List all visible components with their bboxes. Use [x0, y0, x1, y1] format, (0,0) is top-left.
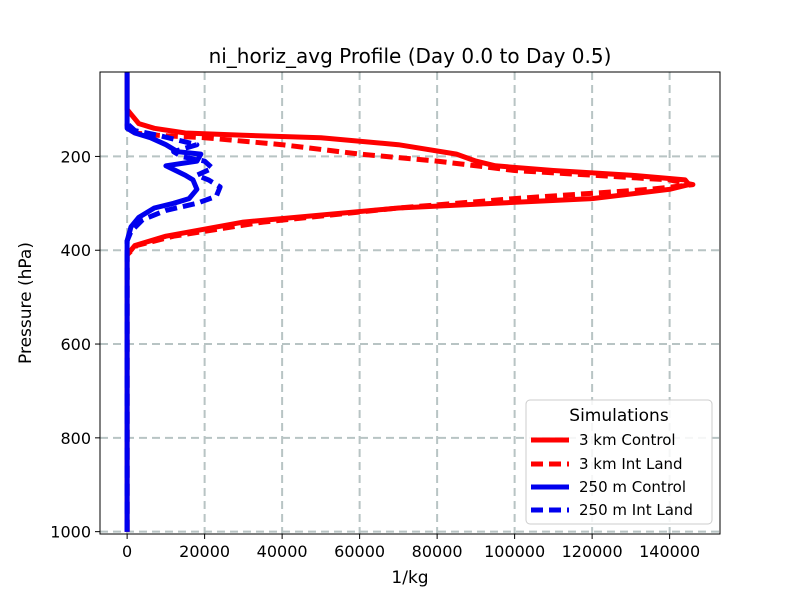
chart-title: ni_horiz_avg Profile (Day 0.0 to Day 0.5… [209, 44, 612, 68]
series-line-250-m-control [124, 72, 204, 532]
legend-title: Simulations [569, 406, 669, 426]
legend-label-3km-int-land: 3 km Int Land [579, 455, 683, 473]
series-line-3-km-control [124, 72, 692, 532]
x-tick-label: 100000 [484, 542, 545, 561]
y-tick-label: 400 [60, 241, 91, 260]
x-axis-label: 1/kg [391, 568, 428, 588]
x-tick-label: 80000 [412, 542, 463, 561]
series-line-250-m-int-land [124, 121, 223, 532]
y-tick-label: 1000 [50, 523, 91, 542]
legend-label-3km-control: 3 km Control [579, 431, 676, 449]
x-tick-label: 120000 [562, 542, 623, 561]
legend-box [525, 399, 713, 525]
legend-label-250m-int-land: 250 m Int Land [579, 501, 693, 519]
x-tick-label: 140000 [639, 542, 700, 561]
x-tick-label: 60000 [334, 542, 385, 561]
x-tick-label: 0 [122, 542, 132, 561]
series-lines [124, 72, 696, 532]
plot-frame [99, 71, 721, 535]
x-tick-label: 20000 [179, 542, 230, 561]
y-tick-label: 800 [60, 429, 91, 448]
x-axis-ticks: 0 20000 40000 60000 80000 100000 120000 140000 [122, 534, 700, 561]
y-tick-label: 600 [60, 335, 91, 354]
y-tick-label: 200 [60, 147, 91, 166]
legend: Simulations 3 km Control 3 km Int Land 2… [525, 399, 713, 525]
x-tick-label: 40000 [257, 542, 308, 561]
series-line-3-km-int-land [124, 123, 696, 532]
y-axis-label: Pressure (hPa) [16, 242, 36, 364]
y-axis-ticks: 200 400 600 800 1000 [50, 147, 100, 542]
legend-label-250m-control: 250 m Control [579, 478, 686, 496]
